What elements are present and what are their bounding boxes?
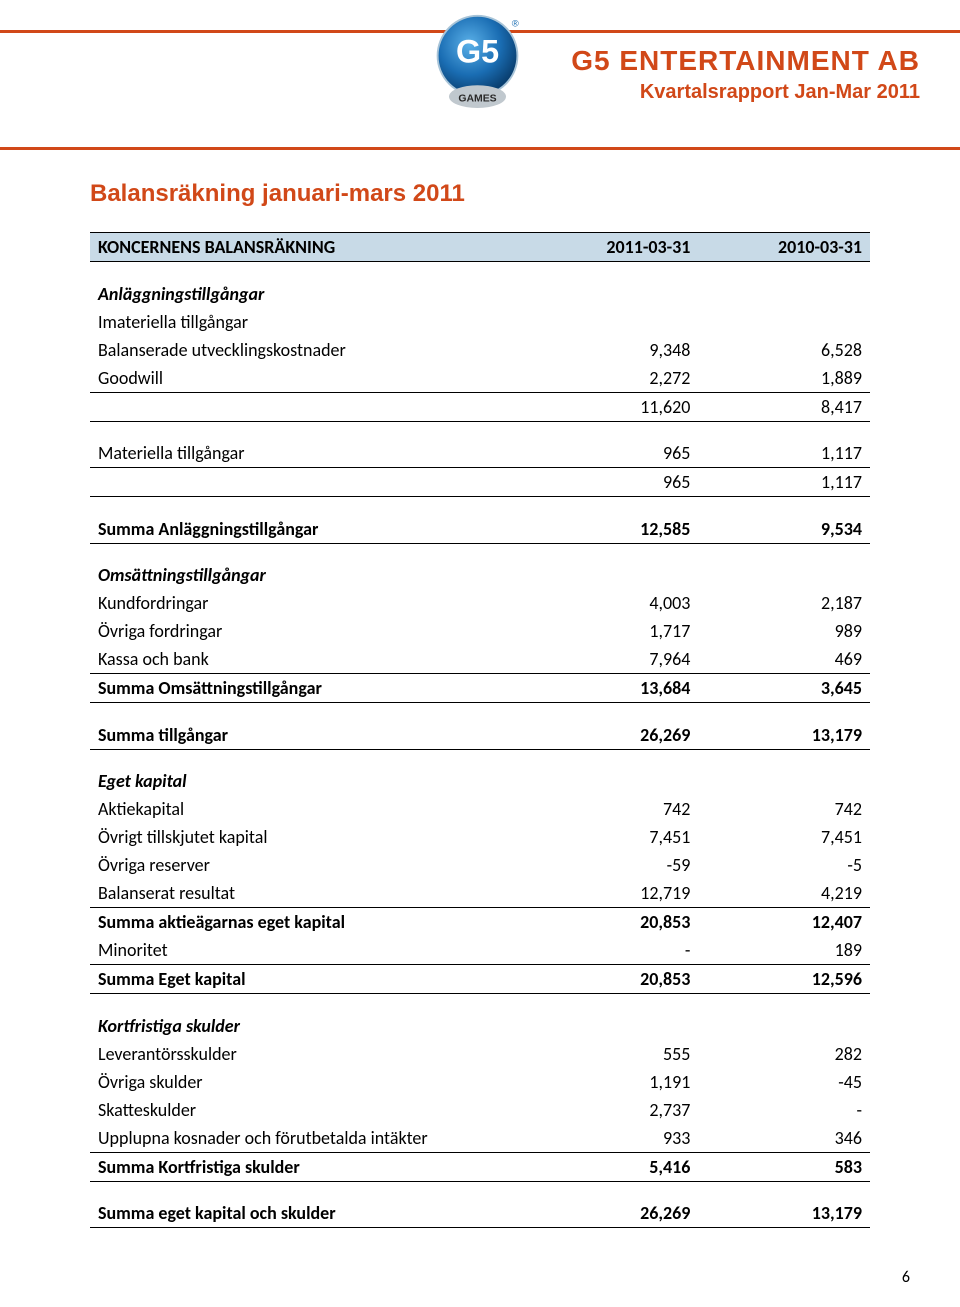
logo-g5-text: G5 <box>456 33 499 69</box>
table-row: Summa eget kapital och skulder26,26913,1… <box>90 1199 870 1228</box>
table-row: Kundfordringar4,0032,187 <box>90 589 870 617</box>
page-content: Balansräkning januari-mars 2011 KONCERNE… <box>0 150 960 1268</box>
table-row: Aktiekapital742742 <box>90 795 870 823</box>
col-2010: 2010-03-31 <box>698 233 870 262</box>
table-row: Omsättningstillgångar <box>90 561 870 589</box>
page-header: G5 GAMES ® G5 ENTERTAINMENT AB Kvartalsr… <box>0 30 960 150</box>
table-header-row: KONCERNENS BALANSRÄKNING 2011-03-31 2010… <box>90 233 870 262</box>
report-subtitle: Kvartalsrapport Jan-Mar 2011 <box>571 81 920 104</box>
table-row: Summa Eget kapital20,85312,596 <box>90 965 870 994</box>
table-row: Kassa och bank7,964469 <box>90 645 870 674</box>
balance-sheet-table: KONCERNENS BALANSRÄKNING 2011-03-31 2010… <box>90 232 870 1228</box>
table-row: Leverantörsskulder555282 <box>90 1040 870 1068</box>
table-row: Övriga fordringar1,717989 <box>90 617 870 645</box>
table-row: Imateriella tillgångar <box>90 308 870 336</box>
table-row: Summa tillgångar26,26913,179 <box>90 721 870 750</box>
section-title: Balansräkning januari-mars 2011 <box>90 180 870 208</box>
table-row: Skatteskulder2,737- <box>90 1096 870 1124</box>
table-row: 11,6208,417 <box>90 392 870 421</box>
table-row: Summa aktieägarnas eget kapital20,85312,… <box>90 908 870 937</box>
table-row: Eget kapital <box>90 767 870 795</box>
table-row: Balanserade utvecklingskostnader9,3486,5… <box>90 336 870 364</box>
table-row: Balanserat resultat12,7194,219 <box>90 879 870 908</box>
table-row: Summa Omsättningstillgångar13,6843,645 <box>90 674 870 703</box>
table-row: Materiella tillgångar9651,117 <box>90 439 870 468</box>
g5-logo-icon: G5 GAMES ® <box>430 13 525 108</box>
table-row: Övriga skulder1,191-45 <box>90 1068 870 1096</box>
table-title: KONCERNENS BALANSRÄKNING <box>90 233 527 262</box>
table-row: Goodwill2,2721,889 <box>90 364 870 393</box>
table-row: Minoritet-189 <box>90 936 870 965</box>
table-row: Anläggningstillgångar <box>90 280 870 308</box>
table-row: Övriga reserver-59-5 <box>90 851 870 879</box>
svg-text:®: ® <box>512 18 519 29</box>
table-row: Summa Kortfristiga skulder5,416583 <box>90 1152 870 1181</box>
table-row: 9651,117 <box>90 468 870 497</box>
table-row: Övrigt tillskjutet kapital7,4517,451 <box>90 823 870 851</box>
page-number: 6 <box>0 1268 960 1307</box>
table-row: Summa Anläggningstillgångar12,5859,534 <box>90 515 870 544</box>
col-2011: 2011-03-31 <box>527 233 699 262</box>
table-row: Kortfristiga skulder <box>90 1012 870 1040</box>
company-name: G5 ENTERTAINMENT AB <box>571 45 920 77</box>
table-row: Upplupna kosnader och förutbetalda intäk… <box>90 1124 870 1153</box>
logo-games-text: GAMES <box>458 93 496 104</box>
